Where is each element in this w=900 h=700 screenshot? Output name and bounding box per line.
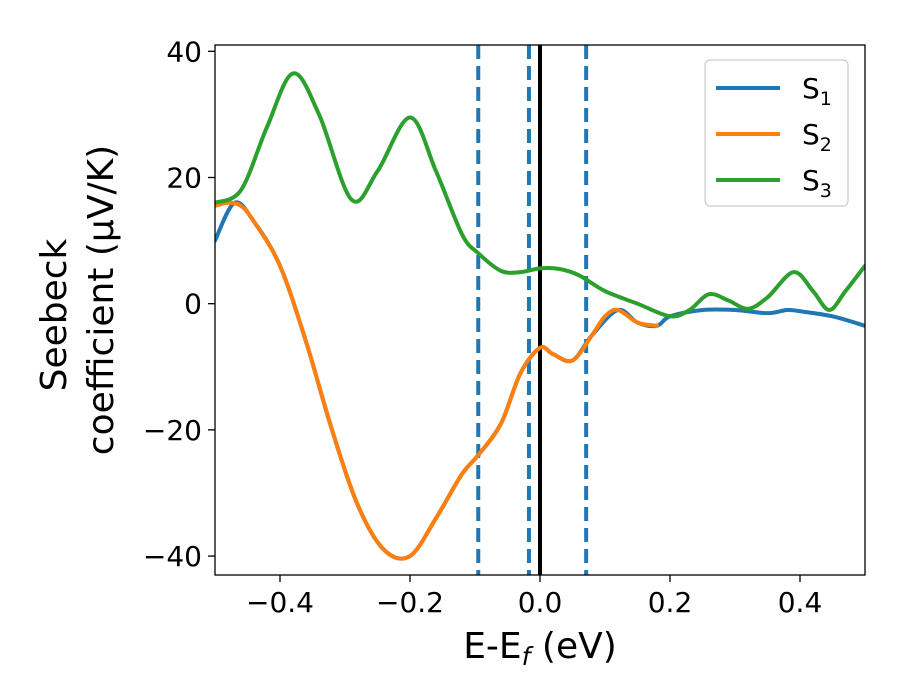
y-axis-label-line1: Seebeck (34, 238, 75, 391)
x-axis-label-unit: (eV) (530, 626, 616, 667)
y-tick-label: 0 (184, 288, 202, 321)
y-tick-label: 40 (166, 35, 202, 68)
x-tick-label: −0.2 (376, 586, 444, 619)
series-line-s3 (215, 71, 865, 319)
y-ticks: 40 20 0 −20 −40 (143, 35, 215, 573)
x-tick-label: 0.0 (518, 586, 563, 619)
legend: S1 S2 S3 (704, 59, 849, 207)
legend-label-s1: S1 (802, 72, 832, 110)
series-line-s2 (215, 200, 659, 561)
y-tick-label: −20 (143, 414, 202, 447)
legend-label-s2: S2 (802, 118, 832, 156)
x-ticks: −0.4 −0.2 0.0 0.2 0.4 (246, 575, 822, 619)
x-tick-label: −0.4 (246, 586, 314, 619)
x-axis-label: E-Ef (eV) (463, 626, 617, 671)
legend-label-s3: S3 (802, 164, 832, 202)
x-axis-label-main: E-E (463, 626, 521, 667)
x-tick-label: 0.2 (648, 586, 693, 619)
y-tick-label: 20 (166, 162, 202, 195)
y-tick-label: −40 (143, 540, 202, 573)
x-tick-label: 0.4 (778, 586, 823, 619)
vertical-lines (476, 45, 589, 575)
y-axis-label-line2: coefficient (μV/K) (81, 145, 122, 455)
series-layer (215, 71, 865, 561)
